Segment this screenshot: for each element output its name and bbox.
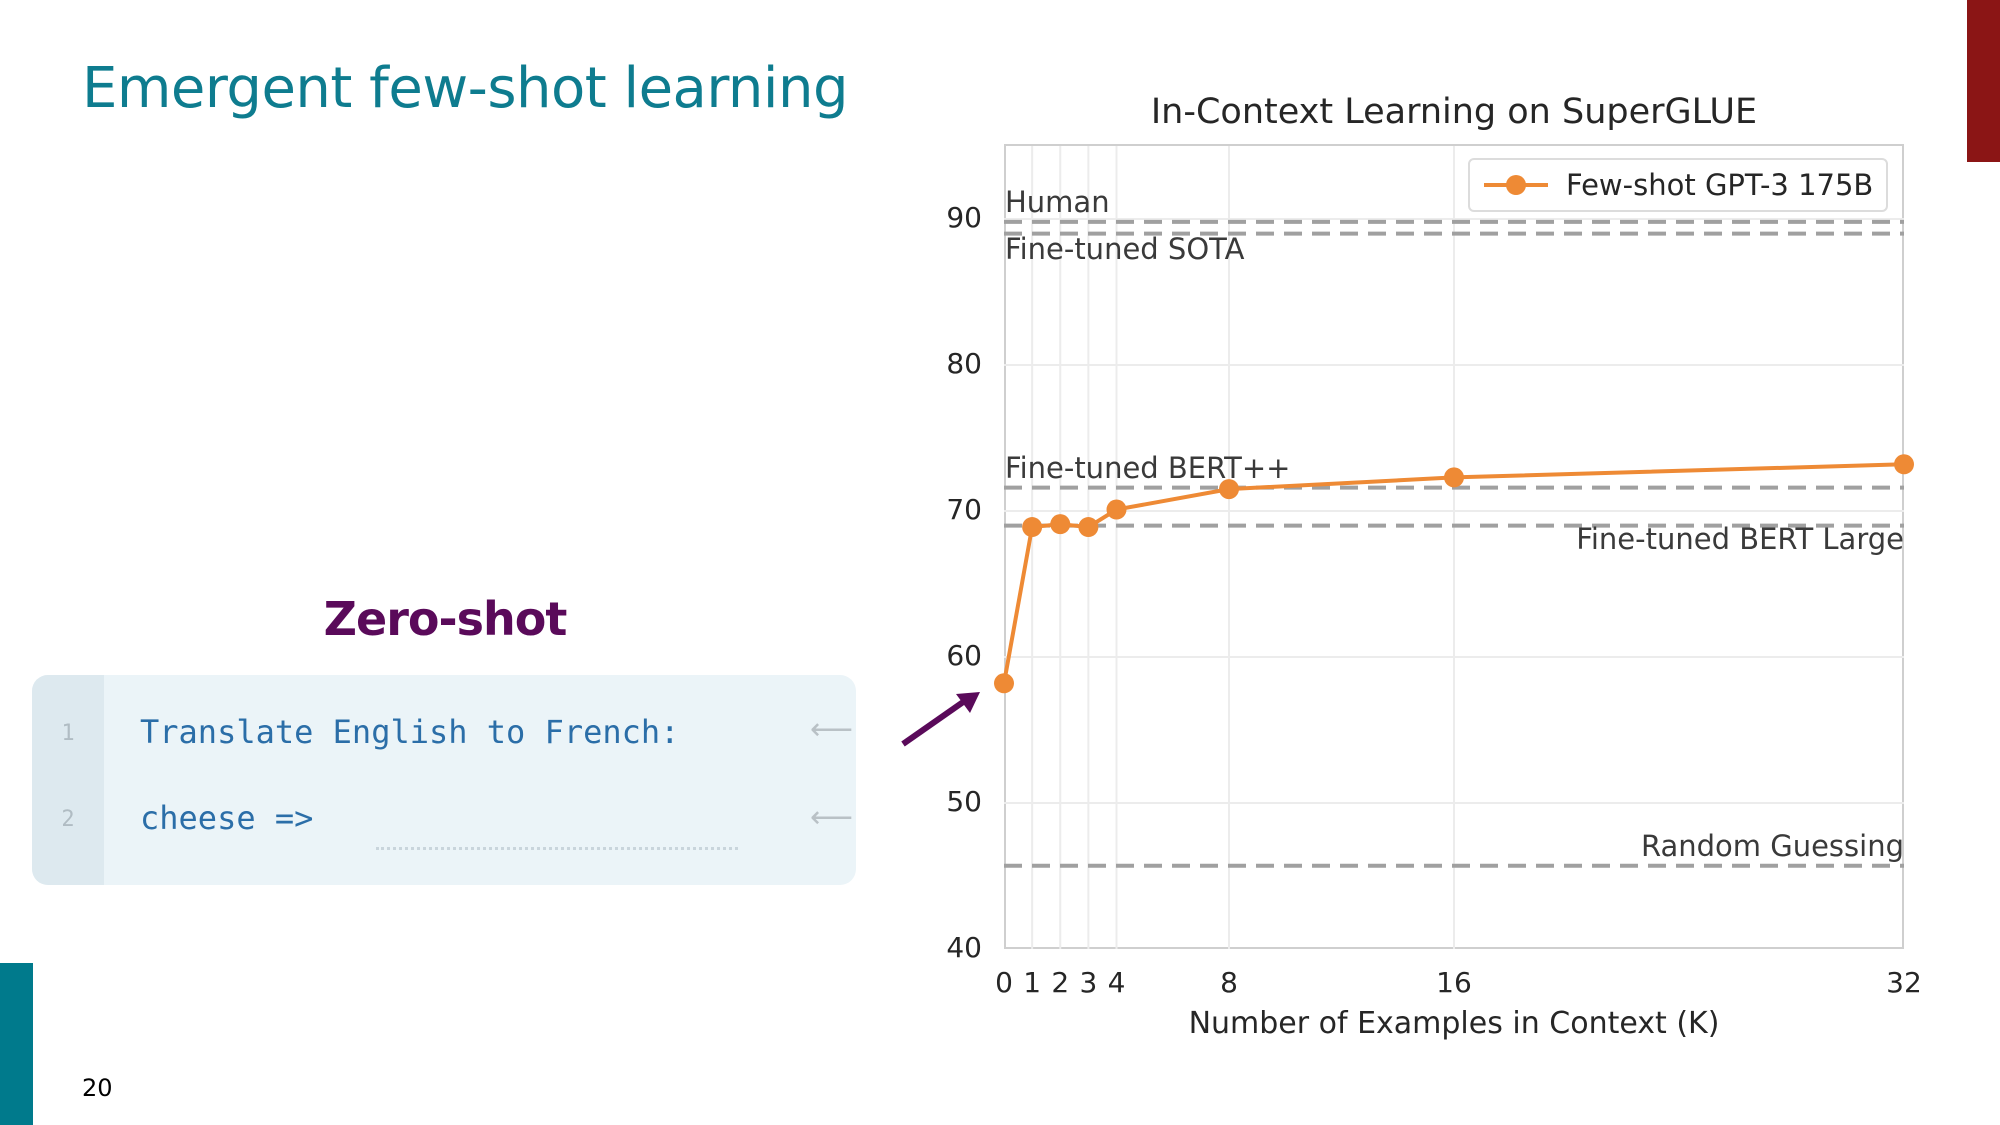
data-series [994,454,1914,694]
reference-line-label: Fine-tuned BERT Large [1576,521,1904,556]
x-tick-label: 0 [995,966,1013,999]
zero-shot-heading: Zero-shot [323,592,568,646]
line-number-gutter [32,675,104,885]
x-tick-label: 32 [1886,966,1922,999]
purple-arrow-icon [901,692,980,747]
reference-line-label: Random Guessing [1640,828,1904,863]
y-tick-label: 60 [946,639,982,672]
left-arrow-icon: ⟵ [810,800,854,835]
top-right-accent-bar [1967,0,2000,162]
bottom-left-accent-bar [0,963,33,1125]
x-tick-label: 8 [1220,966,1238,999]
x-tick-label: 3 [1079,966,1098,999]
y-tick-label: 70 [946,493,982,526]
reference-line-label: Human [1005,184,1110,219]
y-tick-label: 80 [946,347,982,380]
y-tick-label: 40 [946,931,982,964]
prompt-line-instruction: Translate English to French: [140,713,680,751]
y-tick-label: 90 [946,201,982,234]
page-number: 20 [82,1074,113,1102]
prompt-line-input: cheese => [140,799,314,837]
legend-line-marker-icon [1484,175,1548,195]
x-tick-label: 4 [1107,966,1126,999]
grid-lines [1004,146,1904,949]
x-axis-label: Number of Examples in Context (K) [1188,1006,1720,1041]
y-tick-label: 50 [946,785,982,818]
line-number: 1 [61,721,75,746]
x-tick-label: 1 [1023,966,1042,999]
answer-placeholder-line [376,847,738,850]
x-tick-label: 16 [1436,966,1472,999]
prompt-code-box: 1 2 Translate English to French: cheese … [32,675,856,885]
slide-title: Emergent few-shot learning [82,56,849,121]
reference-line-label: Fine-tuned SOTA [1005,231,1245,266]
left-arrow-icon: ⟵ [810,712,854,747]
legend-label: Few-shot GPT-3 175B [1566,168,1874,202]
reference-line-label: Fine-tuned BERT++ [1005,450,1291,485]
x-tick-label: 2 [1051,966,1070,999]
chart-legend: Few-shot GPT-3 175B [1468,158,1888,212]
chart-title: In-Context Learning on SuperGLUE [1150,92,1758,132]
reference-lines [1004,219,1904,868]
line-number: 2 [61,807,75,832]
